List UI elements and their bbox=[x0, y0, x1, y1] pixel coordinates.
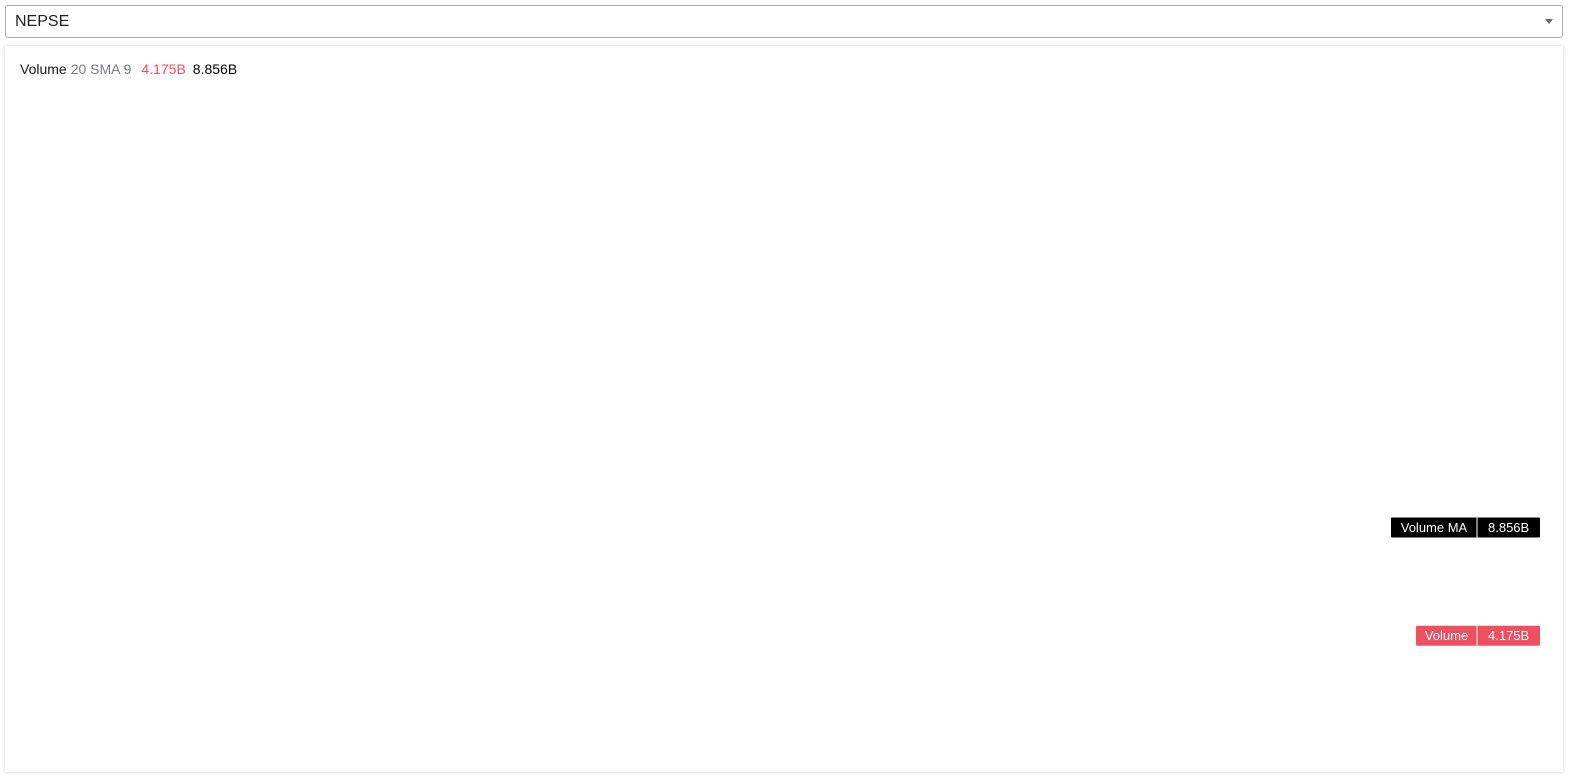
legend-ma-value: 8.856B bbox=[193, 61, 237, 77]
price-tag-box bbox=[1391, 517, 1540, 538]
price-tag-value: 4.175B bbox=[1488, 628, 1529, 643]
chart-panel bbox=[5, 46, 1563, 772]
price-tag-box bbox=[1416, 625, 1540, 646]
price-tag: Volume 4.175B bbox=[1416, 625, 1540, 646]
legend: Volume 20 SMA 9 4.175B 8.856B bbox=[20, 61, 237, 77]
price-tag-name: Volume MA bbox=[1401, 520, 1468, 535]
price-tag-value: 8.856B bbox=[1488, 520, 1529, 535]
select-arrow[interactable] bbox=[1545, 19, 1553, 24]
legend-series: Volume bbox=[20, 61, 67, 77]
price-tags: Volume MA 8.856B Volume 4.175B bbox=[1391, 517, 1540, 646]
price-tag: Volume MA 8.856B bbox=[1391, 517, 1540, 538]
price-tag-name: Volume bbox=[1425, 628, 1468, 643]
legend-params: 20 SMA 9 bbox=[71, 61, 132, 77]
legend-volume-value: 4.175B bbox=[141, 61, 185, 77]
symbol-select[interactable]: NEPSE bbox=[5, 5, 1563, 38]
symbol-select-text[interactable]: NEPSE bbox=[15, 13, 70, 30]
